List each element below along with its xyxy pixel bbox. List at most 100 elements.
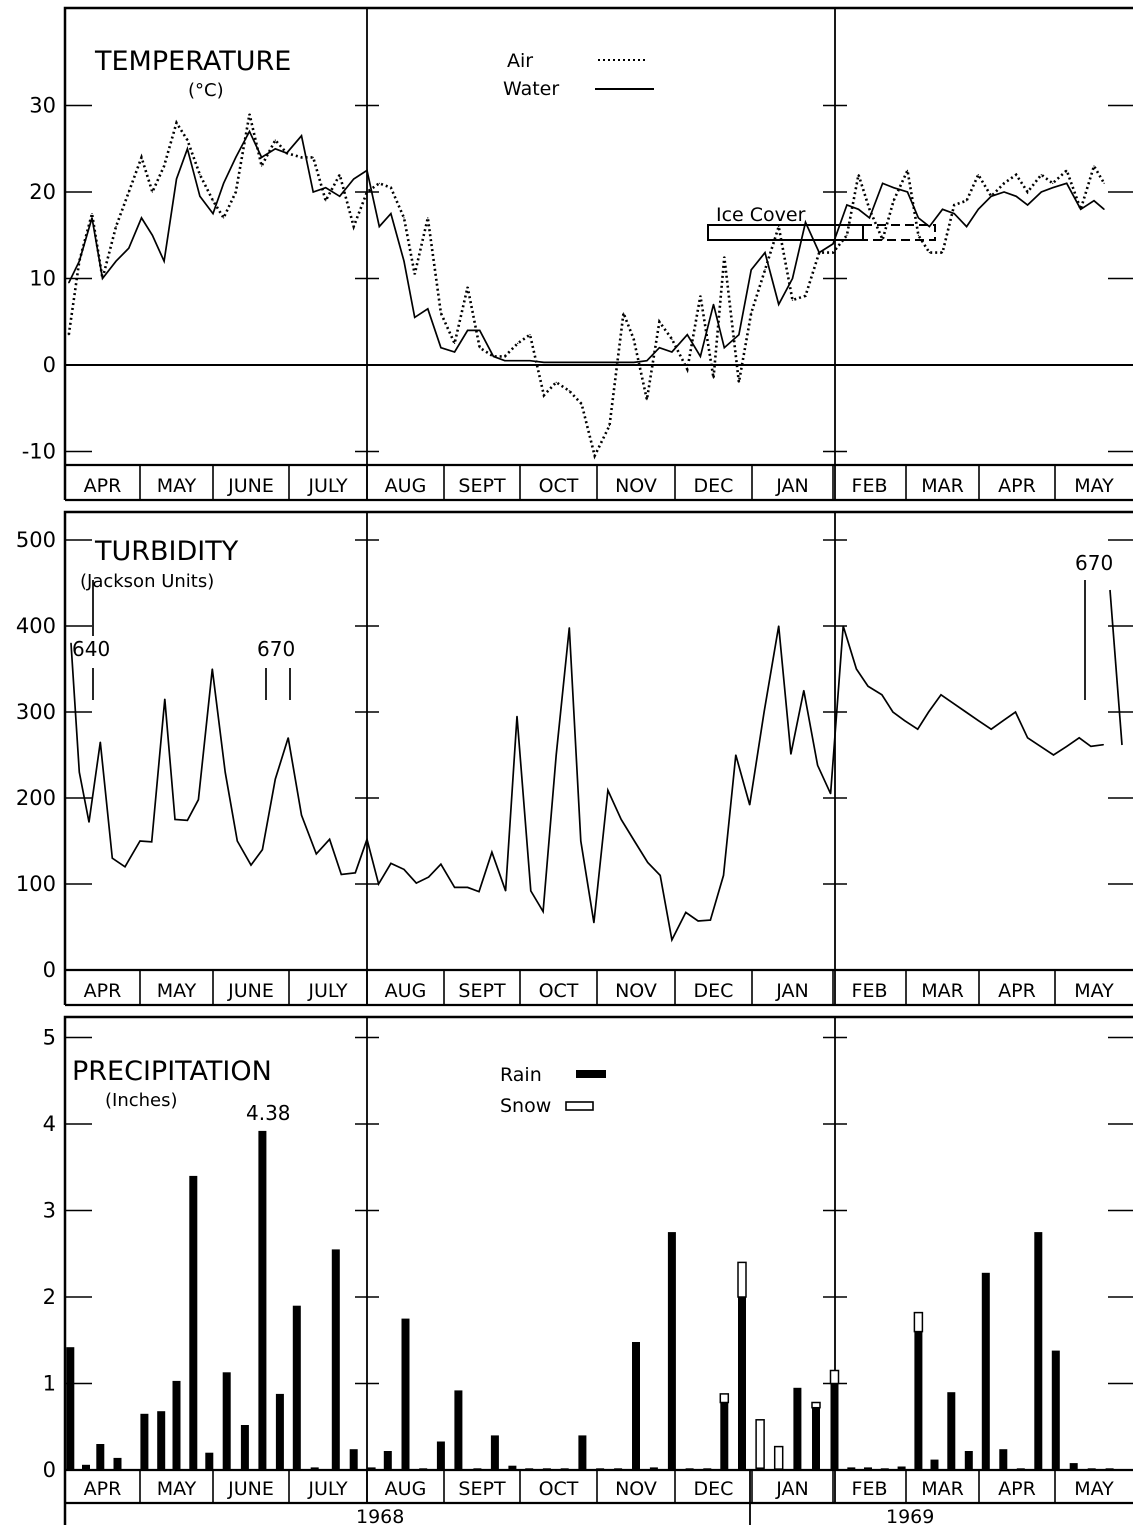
prec-month-11-label: FEB: [852, 1478, 888, 1500]
precipitation-peak-label: 4.38: [246, 1101, 291, 1125]
turbidity-point: [250, 864, 252, 866]
water-temperature-point: [163, 260, 165, 262]
turbidity-point: [164, 698, 166, 700]
turb-ytick-label: 200: [16, 786, 56, 810]
air-temperature-point: [223, 217, 225, 219]
turbidity-point: [124, 866, 126, 868]
water-temperature-point: [378, 226, 380, 228]
precipitation-panel: APR MAY JUNE JULY AUG SEPT OCT NOV DEC JAN FEB MAR A…: [43, 1015, 1133, 1525]
water-temperature-point: [857, 208, 860, 210]
turb-frame: APR MAY JUNE JULY AUG SEPT OCT NOV DEC JAN FEB MAR A…: [16, 510, 1133, 1007]
air-temperature-point: [467, 286, 469, 288]
water-temperature-point: [223, 182, 225, 184]
rain-bar: [880, 1468, 889, 1470]
turbidity-point: [990, 728, 992, 730]
rain-bar: [205, 1452, 214, 1470]
turbidity-panel: APR MAY JUNE JULY AUG SEPT OCT NOV DEC JAN FEB MAR A…: [16, 510, 1133, 1007]
water-temperature-point: [479, 329, 481, 331]
water-temperature-point: [115, 260, 117, 262]
air-temperature-point: [791, 299, 794, 301]
rain-bar: [113, 1457, 122, 1470]
water-temperature-point: [186, 148, 188, 150]
air-temperature-point: [199, 174, 201, 176]
air-temperature-point: [633, 338, 635, 340]
air-temperature-point: [454, 342, 456, 344]
air-temperature-point: [91, 213, 93, 215]
air-temperature-point: [917, 234, 920, 236]
turbidity-point: [817, 764, 819, 766]
water-temperature-point: [91, 217, 93, 219]
prec-frame-border: [63, 1015, 1133, 1525]
temp-month-4-label: JULY: [307, 475, 348, 497]
turbidity-point: [261, 849, 263, 851]
air-temperature-point: [479, 347, 481, 349]
turbidity-point: [855, 668, 858, 670]
air-temperature-point: [764, 269, 766, 271]
rain-bar: [1016, 1468, 1025, 1470]
turbidity-point: [505, 890, 507, 892]
turb-frame-border: [63, 510, 1133, 1005]
turbidity-point: [633, 840, 636, 842]
air-temperature-point: [235, 191, 237, 193]
water-temperature-point: [248, 130, 251, 132]
temperature-panel: APR MAY JUNE JULY AUG SEPT OCT NOV DEC JAN FEB MAR A…: [22, 6, 1133, 502]
turbidity-point: [952, 702, 955, 705]
air-temperature-point: [646, 399, 648, 401]
water-temperature-point: [1052, 187, 1054, 189]
prec-ytick-label: 1: [43, 1372, 56, 1396]
air-temperature-point: [723, 256, 725, 258]
turbidity-point: [415, 882, 417, 884]
turbidity-point: [467, 886, 469, 889]
air-temperature-point: [1066, 169, 1068, 171]
prec-ytick-label: 3: [43, 1199, 56, 1223]
rain-bar: [383, 1451, 392, 1470]
water-temperature-point: [723, 347, 725, 349]
legend-rain-swatch: [576, 1070, 606, 1078]
turbidity-point: [917, 728, 919, 730]
legend-snow-swatch: [565, 1101, 594, 1111]
rain-bar: [157, 1411, 166, 1470]
prec-ytick-label: 0: [43, 1458, 56, 1482]
water-temperature-point: [339, 195, 341, 197]
water-temperature-point: [764, 252, 766, 254]
turbidity-point: [366, 838, 368, 840]
turbidity-point: [390, 862, 392, 865]
water-temperature-point: [440, 347, 442, 349]
water-temperature-point: [712, 303, 715, 305]
turbidity-point: [287, 737, 289, 739]
turbidity-point: [735, 754, 737, 756]
temp-month-10-label: JAN: [775, 475, 808, 497]
turbidity-point: [881, 694, 883, 696]
turbidity-peak-leader: [1109, 589, 1123, 746]
water-temperature-point: [646, 360, 648, 362]
prec-ytick-label: 5: [43, 1026, 56, 1050]
water-temperature-point: [1066, 182, 1068, 184]
water-temperature-point: [427, 308, 429, 310]
air-temperature-point: [151, 191, 153, 193]
rain-bar: [964, 1451, 973, 1470]
rain-bar: [812, 1407, 820, 1470]
turbidity-point: [70, 642, 72, 644]
legend-rain-label: Rain: [500, 1064, 542, 1086]
air-temperature-point: [115, 226, 117, 228]
air-temperature-point: [594, 455, 596, 457]
turbidity-peak-label-3: 670: [1075, 551, 1113, 575]
turbidity-point: [763, 711, 765, 713]
water-temperature-point: [325, 187, 327, 189]
rain-bar: [685, 1468, 694, 1470]
air-temperature-point: [953, 204, 955, 206]
turb-month-2-label: MAY: [157, 980, 197, 1002]
turbidity-point: [530, 890, 532, 892]
water-temperature-point: [1027, 204, 1029, 206]
temperature-unit: (°C): [188, 80, 224, 101]
turbidity-point: [790, 753, 792, 755]
rain-bar: [596, 1468, 605, 1470]
air-temperature-point: [622, 312, 625, 314]
temp-month-6-label: SEPT: [458, 475, 506, 497]
rain-bar: [578, 1435, 587, 1470]
rain-bar: [914, 1331, 923, 1470]
turbidity-point: [99, 741, 101, 743]
legend-air-label: Air: [507, 50, 533, 72]
turbidity-point: [1090, 745, 1092, 748]
turb-month-13-label: APR: [998, 980, 1036, 1002]
